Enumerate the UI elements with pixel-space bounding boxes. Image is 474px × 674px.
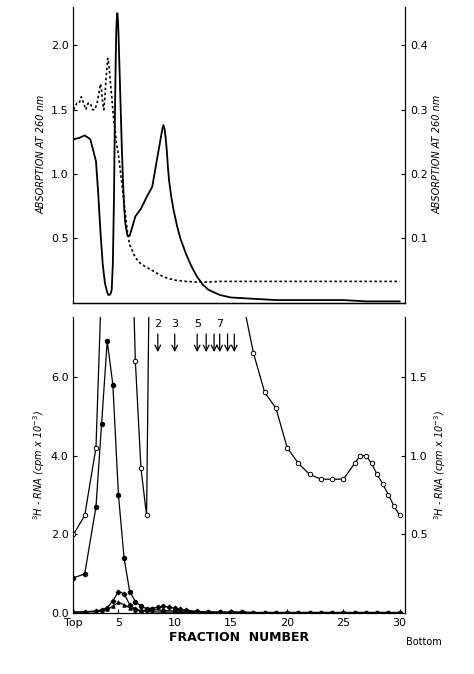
X-axis label: FRACTION  NUMBER: FRACTION NUMBER [169, 631, 310, 644]
Text: 2: 2 [154, 319, 161, 330]
Y-axis label: $^3$H - RNA (cpm x 10$^{-3}$): $^3$H - RNA (cpm x 10$^{-3}$) [31, 410, 47, 520]
Y-axis label: $^3$H - RNA (cpm x 10$^{-3}$): $^3$H - RNA (cpm x 10$^{-3}$) [432, 410, 448, 520]
Y-axis label: ABSORPTION AT 260 nm: ABSORPTION AT 260 nm [36, 95, 47, 214]
Text: 7: 7 [216, 319, 223, 330]
Text: Bottom: Bottom [406, 637, 442, 647]
Text: 3: 3 [171, 319, 178, 330]
Y-axis label: ABSORPTION AT 260 nm: ABSORPTION AT 260 nm [432, 95, 442, 214]
Text: 5: 5 [194, 319, 201, 330]
